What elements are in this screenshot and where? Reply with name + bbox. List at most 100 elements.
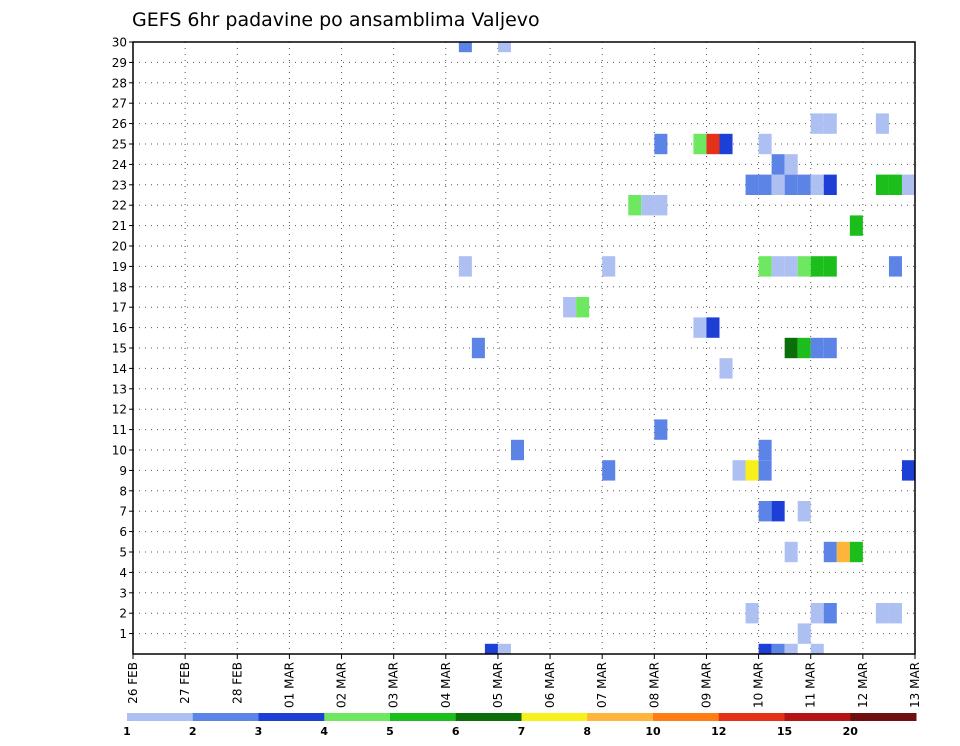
precip-cell [810, 174, 824, 195]
precip-cell [810, 113, 824, 134]
colorbar-swatch [521, 713, 588, 721]
precip-cell [810, 603, 824, 624]
x-tick-label: 02 MAR [335, 662, 349, 708]
colorbar-label: 5 [386, 725, 394, 738]
y-tick-label: 17 [112, 301, 127, 315]
precip-cell [693, 133, 707, 155]
precip-cell [471, 337, 485, 359]
colorbar-swatch [850, 713, 917, 721]
y-tick-label: 25 [112, 138, 127, 152]
precip-cell [706, 133, 720, 155]
precip-cell [758, 460, 772, 481]
y-tick-label: 4 [119, 566, 127, 580]
precip-cell [888, 256, 902, 277]
precip-cell [771, 154, 785, 175]
precip-cell [654, 133, 668, 155]
y-tick-label: 14 [112, 362, 127, 376]
precip-cell [641, 195, 655, 216]
y-tick-label: 28 [112, 76, 127, 90]
precip-cell [484, 643, 498, 654]
colorbar-label: 12 [711, 725, 726, 738]
precip-cell [823, 337, 837, 359]
x-axis-ticks: 26 FEB 27 FEB 28 FEB 01 MAR 02 MAR 03 MAR 04 M… [126, 654, 922, 708]
precip-cell [784, 256, 798, 277]
precip-cell [602, 460, 616, 481]
precip-cell [810, 337, 824, 359]
x-tick-label: 11 MAR [804, 662, 818, 708]
precip-cell [901, 460, 915, 481]
y-tick-label: 24 [112, 158, 127, 172]
x-tick-label: 01 MAR [282, 662, 296, 708]
colorbar-swatch [324, 713, 391, 721]
x-tick-label: 06 MAR [543, 662, 557, 708]
x-tick-label: 08 MAR [647, 662, 661, 708]
x-tick-label: 09 MAR [699, 662, 713, 708]
y-tick-label: 3 [119, 586, 127, 600]
colorbar-swatch [587, 713, 654, 721]
colorbar-swatch [455, 713, 522, 721]
colorbar-label: 10 [645, 725, 661, 738]
x-tick-label: 12 MAR [856, 662, 870, 708]
y-tick-label: 2 [119, 607, 127, 621]
grid-lines [132, 41, 916, 654]
precip-cell [823, 174, 837, 195]
y-tick-label: 21 [112, 219, 127, 233]
precip-cell [797, 337, 811, 359]
y-tick-label: 10 [112, 444, 127, 458]
colorbar-legend: 1 2 3 4 5 6 7 8 10 12 15 20 [123, 713, 917, 738]
precip-cell [888, 174, 902, 195]
colorbar-swatch [653, 713, 720, 721]
y-tick-label: 8 [119, 484, 127, 498]
precip-cell [758, 643, 772, 654]
precip-cell [771, 643, 785, 654]
colorbar-label: 1 [123, 725, 131, 738]
precip-cell [458, 256, 472, 277]
precip-cell [875, 113, 889, 134]
y-axis-ticks: 1234567891011121314151617181920212223242… [112, 36, 133, 641]
x-tick-label: 10 MAR [752, 662, 766, 708]
precip-cell [784, 337, 798, 359]
precip-cell [784, 643, 798, 654]
precip-cell [784, 541, 798, 563]
precip-cell [888, 603, 902, 624]
y-tick-label: 7 [119, 505, 127, 519]
y-tick-label: 1 [119, 627, 127, 641]
colorbar-swatch [192, 713, 259, 721]
precip-cell [758, 133, 772, 155]
y-tick-label: 12 [112, 403, 127, 417]
precip-cell [602, 256, 616, 277]
precip-cell [810, 643, 824, 654]
colorbar-swatch [784, 713, 851, 721]
precip-cell [823, 603, 837, 624]
precip-cell [654, 419, 668, 440]
precip-cell [901, 174, 915, 195]
precip-cell [810, 256, 824, 277]
precip-cell [771, 256, 785, 277]
y-tick-label: 30 [112, 36, 127, 50]
precip-cell [719, 358, 733, 379]
precip-cell [458, 42, 472, 53]
colorbar-label: 6 [452, 725, 460, 738]
x-tick-label: 03 MAR [387, 662, 401, 708]
y-tick-label: 23 [112, 178, 127, 192]
precip-cell [784, 154, 798, 175]
precip-cell [823, 256, 837, 277]
y-tick-label: 29 [112, 56, 127, 70]
y-tick-label: 18 [112, 280, 127, 294]
y-tick-label: 19 [112, 260, 127, 274]
precip-cell [849, 541, 863, 563]
precip-cell [745, 460, 759, 481]
precip-cell [758, 439, 772, 461]
colorbar-swatch [127, 713, 194, 721]
precip-cell [836, 541, 850, 563]
precip-cell [875, 174, 889, 195]
y-tick-label: 27 [112, 97, 127, 111]
precip-cell [497, 42, 511, 53]
precip-cell [510, 439, 524, 461]
precip-cell [797, 256, 811, 277]
precip-cell [823, 541, 837, 563]
x-tick-label: 13 MAR [908, 662, 922, 708]
colorbar-label: 20 [843, 725, 859, 738]
